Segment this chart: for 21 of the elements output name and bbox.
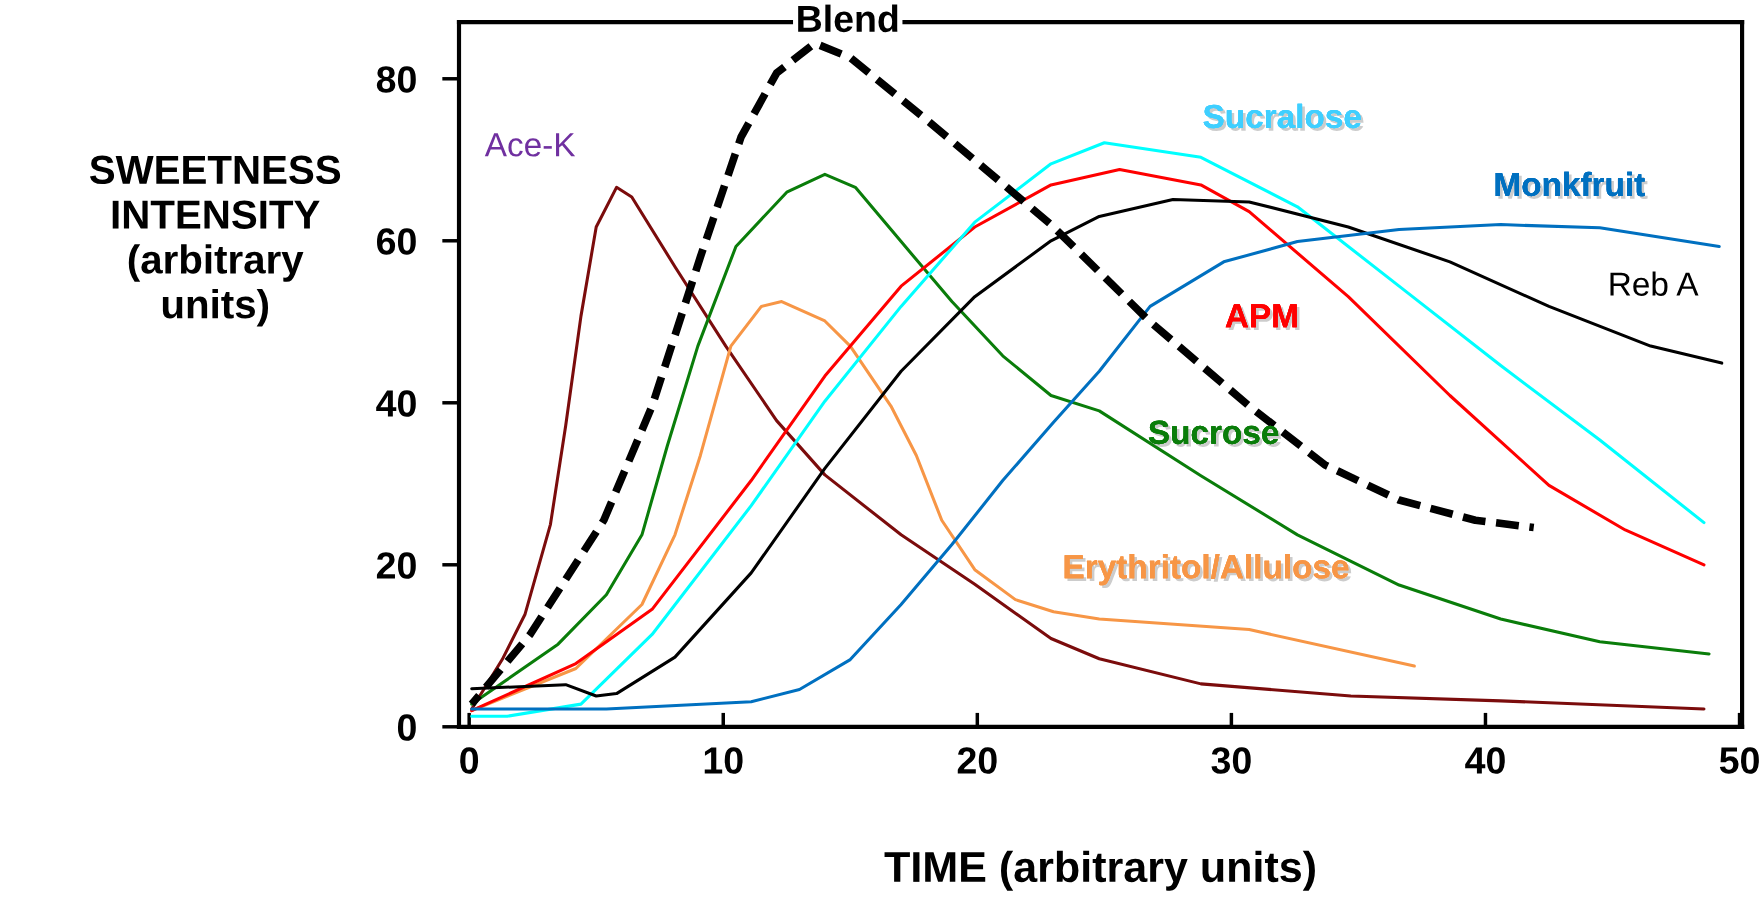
x-tick-label: 30 (1211, 747, 1251, 774)
series-label: Erythritol/Allulose (1064, 554, 1352, 588)
y-tick-label: 80 (376, 66, 416, 93)
series-label: Sucrose (1148, 420, 1282, 447)
series-label: Ace-K (484, 133, 576, 157)
x-tick-label: 40 (1465, 747, 1505, 774)
y-tick-label: 40 (376, 390, 416, 417)
series-label: APM (1225, 304, 1300, 330)
x-tick-label: 0 (460, 747, 479, 774)
x-tick-label: 10 (704, 747, 743, 774)
x-tick-label: 50 (1719, 747, 1759, 774)
y-tick-label: 20 (376, 552, 416, 579)
series-label: Reb A (1610, 271, 1699, 296)
y-tick-label: 0 (397, 714, 416, 741)
y-axis-title: SWEETNESS INTENSITY (arbitrary units) (89, 155, 341, 327)
series-label: Monkfruit (1495, 171, 1648, 200)
series-label: Sucralose (1203, 103, 1364, 132)
chart-title: Blend (798, 4, 898, 33)
x-tick-label: 20 (957, 747, 997, 774)
y-tick-label: 60 (377, 228, 416, 255)
x-axis-title: TIME (arbitrary units) (884, 850, 1315, 891)
